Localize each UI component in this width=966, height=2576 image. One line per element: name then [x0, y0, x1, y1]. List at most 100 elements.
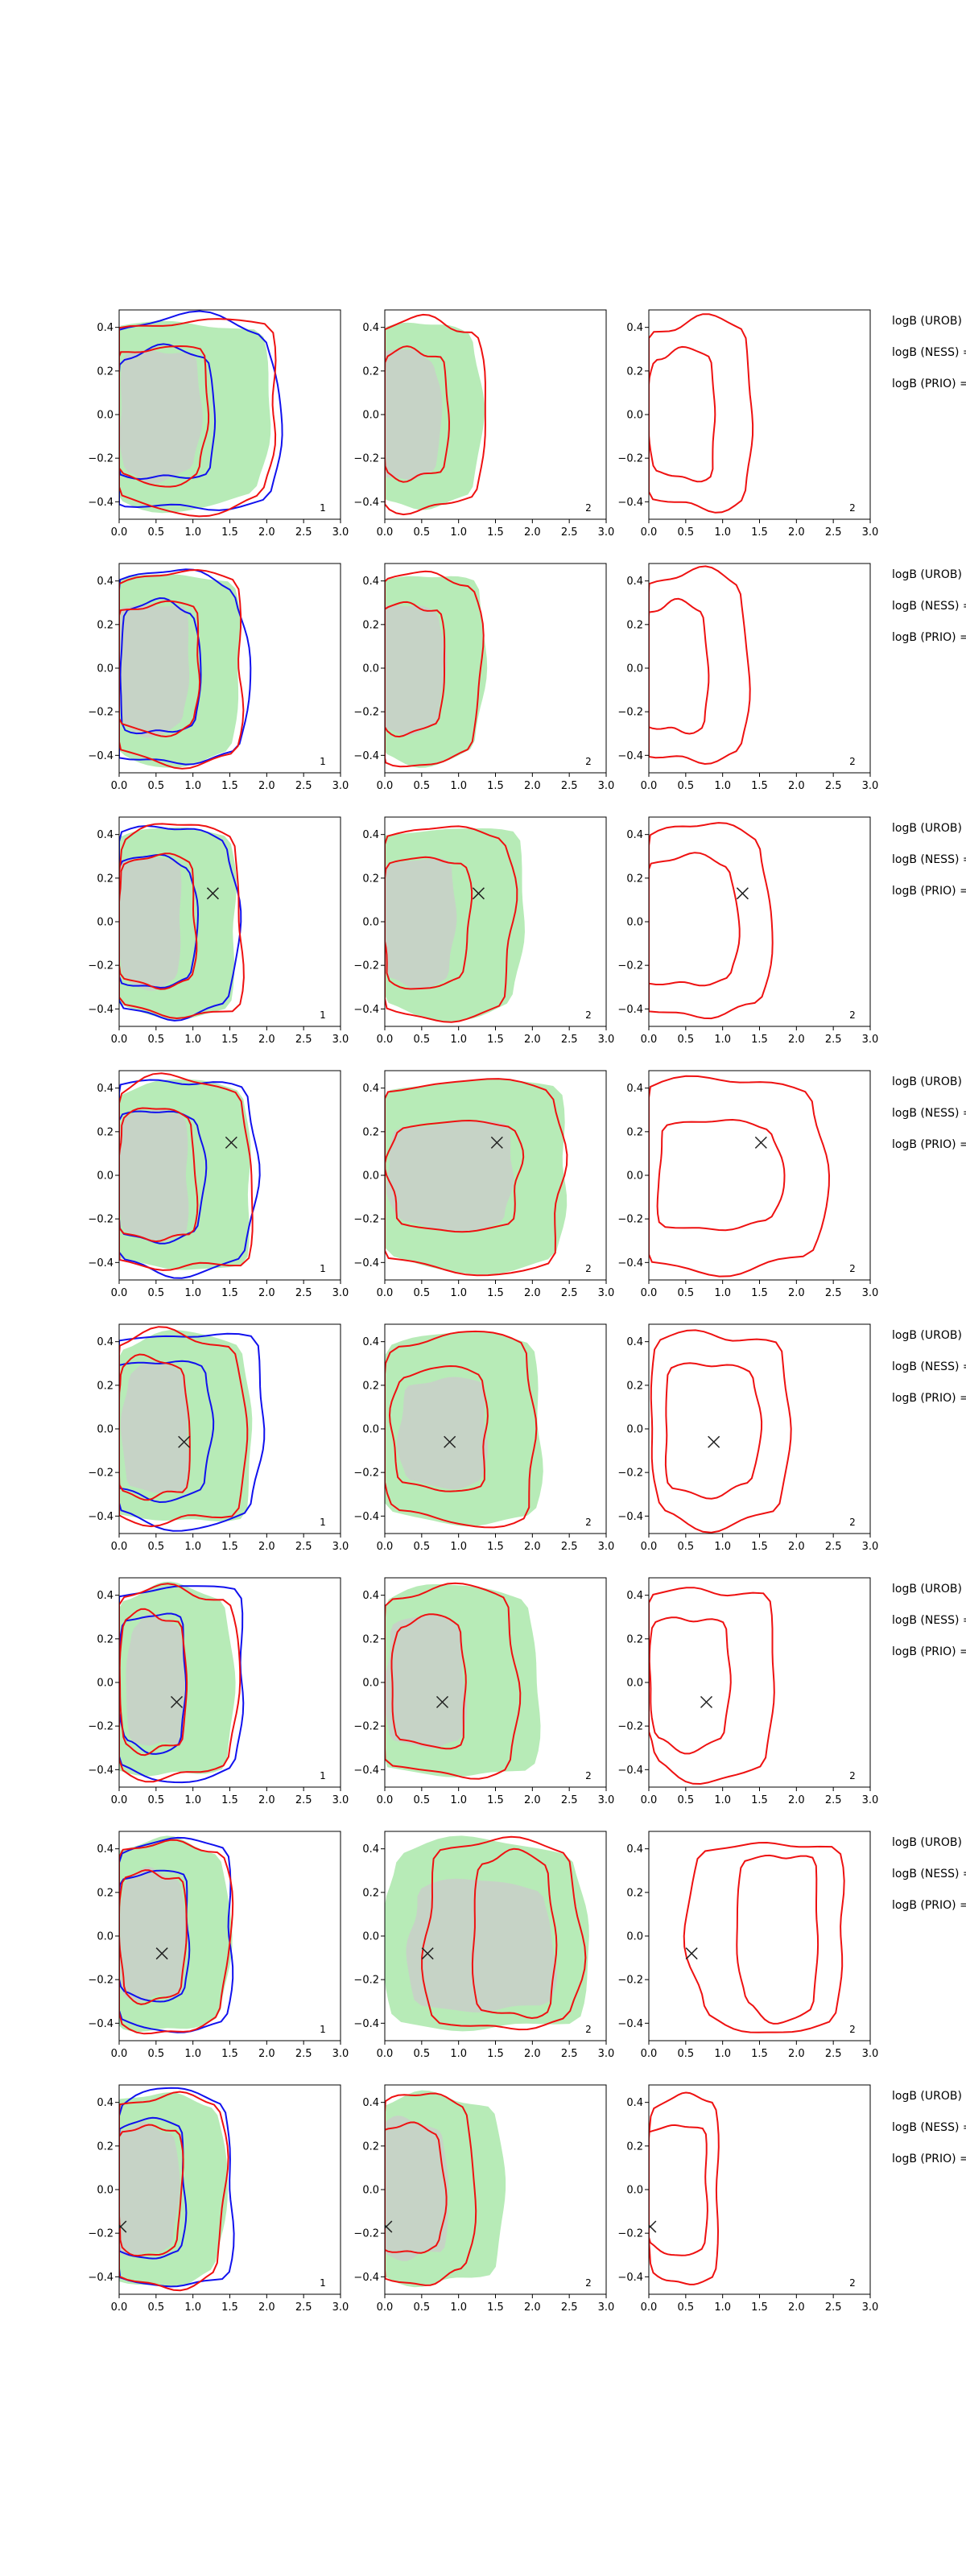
y-tick-label: −0.2: [617, 1468, 643, 1480]
logb-annotation: logB (PRIO) =: [892, 1138, 966, 1151]
x-tick-label: 3.0: [332, 780, 349, 792]
y-tick-label: 0.4: [97, 1590, 114, 1602]
panel-r8-c2: 0.0 0.5 1.0 1.5 2.0 2.5 3.0 0.4 0.2 0.0 −0.2 −0.4 2: [353, 2084, 614, 2314]
logb-annotation: logB (UROB) =: [892, 1836, 966, 1849]
panel-label: 2: [849, 2277, 856, 2289]
y-tick-label: 0.2: [362, 1380, 379, 1392]
logb-annotation: logB (NESS) =: [892, 1868, 966, 1880]
y-tick-label: 0.0: [626, 1678, 643, 1690]
y-tick-label: 0.0: [362, 663, 379, 675]
logb-annotation: logB (NESS) =: [892, 2121, 966, 2134]
logb-annotation: logB (UROB) =: [892, 1583, 966, 1596]
x-tick-label: 2.5: [295, 2301, 312, 2314]
contour-blue-2: [119, 853, 200, 989]
y-tick-label: 0.4: [97, 829, 114, 841]
y-tick-label: 0.2: [362, 1887, 379, 1899]
x-tick-label: 3.0: [598, 1794, 615, 1806]
y-tick-label: −0.2: [617, 1975, 643, 1987]
x-tick-label: 0.5: [677, 1287, 694, 1299]
figure-row-4: 0.0 0.5 1.0 1.5 2.0 2.5 3.00.40.20.0−0.2−0.4 10…: [88, 1070, 879, 1299]
panel-label: 2: [585, 2024, 592, 2035]
contour-red-1: [385, 1078, 568, 1277]
x-tick-label: 1.0: [714, 2048, 731, 2060]
x-tick-label: 3.0: [862, 526, 879, 539]
y-tick-label: −0.2: [353, 960, 379, 972]
contour-red-2: [649, 852, 741, 987]
y-tick-label: 0.0: [97, 410, 114, 422]
x-tick-label: 0.0: [641, 1034, 658, 1046]
true-value-marker: [385, 2220, 393, 2233]
contour-red-2: [119, 1353, 191, 1501]
x-tick-label: 2.5: [825, 1287, 842, 1299]
y-tick-label: 0.0: [362, 1678, 379, 1690]
y-tick-label: −0.4: [617, 497, 643, 509]
panel-r3-c2: 0.0 0.5 1.0 1.5 2.0 2.5 3.0 0.4 0.2 0.0 −0.2 −0.4 2: [353, 816, 614, 1046]
panel-label: 2: [849, 502, 856, 514]
y-tick-label: 0.0: [626, 1424, 643, 1436]
contour-red-1: [649, 1587, 775, 1785]
true-value-marker: [225, 1136, 237, 1149]
y-tick-label: 0.2: [626, 1126, 643, 1138]
y-tick-label: −0.4: [353, 1765, 379, 1777]
x-tick-label: 1.0: [184, 1541, 201, 1553]
y-tick-label: 0.4: [362, 1336, 379, 1348]
y-tick-label: 0.2: [362, 2140, 379, 2153]
y-tick-label: 0.0: [97, 1931, 114, 1943]
x-tick-label: 0.5: [147, 780, 164, 792]
panel-r2-c3: 0.0 0.5 1.0 1.5 2.0 2.5 3.0 0.4 0.2 0.0 −0.2 −0.4 2: [617, 563, 878, 792]
y-tick-label: −0.2: [353, 1214, 379, 1226]
y-tick-label: −0.4: [353, 750, 379, 762]
panel-r8-c3: 0.0 0.5 1.0 1.5 2.0 2.5 3.0 0.4 0.2 0.0 −0.2 −0.4 2: [617, 2084, 878, 2314]
y-tick-label: −0.2: [88, 1214, 114, 1226]
y-tick-label: 0.2: [97, 1633, 114, 1645]
panel-label: 2: [585, 756, 592, 767]
x-tick-label: 0.0: [377, 1287, 394, 1299]
panel-r7-c1: 0.0 0.5 1.0 1.5 2.0 2.5 3.0 0.4 0.2 0.0 −0.2 −0.4 1: [88, 1831, 349, 2060]
x-tick-label: 1.0: [450, 2301, 467, 2314]
x-tick-label: 0.0: [377, 1034, 394, 1046]
axes-frame: [648, 1577, 871, 1788]
contour-red-1: [119, 1583, 242, 1783]
y-tick-label: −0.4: [353, 1511, 379, 1523]
x-tick-label: 2.0: [524, 2301, 541, 2314]
true-value-marker: [754, 1136, 767, 1149]
y-tick-label: −0.2: [353, 1975, 379, 1987]
x-tick-label: 0.5: [413, 780, 430, 792]
posterior-fill-inner: [385, 349, 443, 481]
posterior-fill-inner: [397, 1377, 488, 1490]
y-tick-label: −0.4: [617, 1004, 643, 1016]
contour-blue-1: [119, 1585, 245, 1784]
x-tick-label: 2.5: [561, 2048, 578, 2060]
axes-frame: [648, 309, 871, 520]
y-tick-label: −0.2: [88, 960, 114, 972]
y-tick-label: 0.2: [626, 1380, 643, 1392]
contour-red-2: [385, 856, 473, 990]
y-tick-label: −0.4: [88, 1004, 114, 1016]
y-tick-label: 0.4: [362, 1843, 379, 1856]
x-tick-label: 1.0: [714, 2301, 731, 2314]
x-tick-label: 1.5: [221, 780, 238, 792]
x-tick-label: 3.0: [862, 2048, 879, 2060]
figure-row-8: 0.0 0.5 1.0 1.5 2.0 2.5 3.00.40.20.0−0.2−0.4 10…: [88, 2084, 878, 2314]
panel-r1-c2: 0.0 0.5 1.0 1.5 2.0 2.5 3.0 0.4 0.2 0.0 −0.2 −0.4 2: [353, 309, 614, 539]
x-tick-label: 2.0: [258, 2301, 275, 2314]
panel-r7-c3: 0.0 0.5 1.0 1.5 2.0 2.5 3.0 0.4 0.2 0.0 −0.2 −0.4 2: [617, 1831, 878, 2060]
y-tick-label: 0.0: [362, 2185, 379, 2197]
x-tick-label: 0.0: [641, 1287, 658, 1299]
x-tick-label: 1.5: [221, 1541, 238, 1553]
x-tick-label: 0.0: [111, 2048, 128, 2060]
y-tick-label: 0.0: [97, 1424, 114, 1436]
y-tick-label: −0.4: [617, 1257, 643, 1269]
x-tick-label: 0.0: [111, 1287, 128, 1299]
y-tick-label: −0.4: [88, 2272, 114, 2284]
x-tick-label: 1.0: [184, 1287, 201, 1299]
contour-red-2: [664, 1362, 763, 1500]
y-tick-label: 0.2: [626, 873, 643, 885]
x-tick-label: 1.0: [184, 526, 201, 539]
axes-frame: [648, 563, 871, 774]
x-tick-label: 3.0: [862, 1287, 879, 1299]
x-tick-label: 0.5: [677, 780, 694, 792]
y-tick-label: −0.4: [617, 750, 643, 762]
x-tick-label: 2.5: [825, 1541, 842, 1553]
y-tick-label: −0.4: [88, 1765, 114, 1777]
